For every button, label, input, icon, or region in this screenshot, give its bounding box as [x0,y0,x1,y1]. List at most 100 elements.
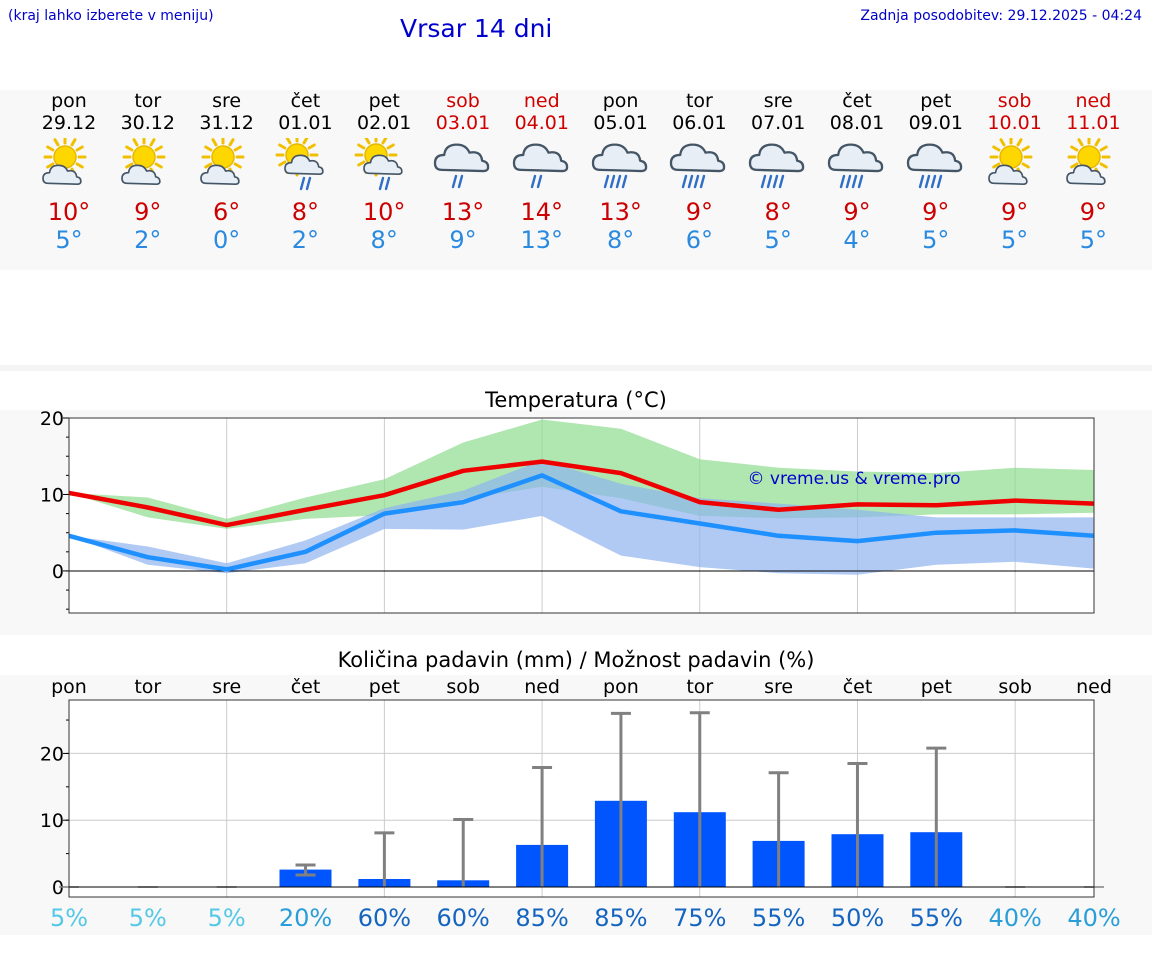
precip-day-label: čet [842,676,873,698]
sun-cloud-rain-icon [354,133,414,194]
min-temp: 9° [449,226,477,254]
page-title: Vrsar 14 dni [400,14,553,43]
max-temp: 9° [685,198,714,226]
min-temp: 2° [134,226,162,254]
cloud-heavy-rain-icon [748,138,808,194]
day-date: 11.01 [1066,112,1121,134]
watermark: © vreme.us & vreme.pro [747,469,960,489]
day-name: pon [51,90,87,112]
y-tick-label: 10 [40,484,64,506]
precip-chance: 5% [207,904,246,932]
day-name: pet [368,90,400,112]
min-temp: 5° [1000,226,1029,254]
min-temp: 8° [606,226,635,254]
min-temp-line [68,473,1095,572]
max-temp: 10° [362,198,406,226]
day-name: pon [602,90,639,112]
separator [0,365,1152,371]
day-date: 03.01 [435,112,491,134]
location-hint: (kraj lahko izberete v meniju) [8,8,214,24]
min-temp: 5° [764,226,792,254]
day-date: 02.01 [356,112,412,134]
y-tick-label: 20 [40,410,64,430]
forecast-band [0,90,1152,270]
precip-day-label: pon [603,676,639,698]
day-name: sre [212,90,242,112]
precip-chance: 50% [830,904,885,932]
sun-cloud-icon [1063,135,1123,194]
max-temp: 14° [520,198,564,226]
plot-frame [68,417,1095,614]
precip-chance: 5% [49,904,89,932]
day-date: 05.01 [593,112,648,134]
plot-frame [68,699,1095,898]
temp-chart-title: Temperatura (°C) [485,388,667,412]
day-date: 09.01 [908,112,963,134]
cloud-heavy-rain-icon [906,138,966,194]
min-temp: 5° [55,226,83,254]
y-tick-label: 0 [52,877,64,899]
precipitation-chart: 0 10 20 [40,699,1104,899]
max-temp: 8° [764,198,792,226]
day-name: sre [763,90,793,112]
y-tick-label: 20 [40,743,64,765]
day-name: ned [1075,90,1112,112]
day-name: sob [446,90,480,112]
precip-day-label: pet [920,676,952,698]
min-temp: 0° [212,226,241,254]
precip-chance: 55% [751,904,806,932]
precip-chance: 85% [515,904,569,932]
precip-day-label: ned [1076,676,1112,698]
cloud-heavy-rain-icon [591,138,651,194]
max-temp: 13° [441,198,485,226]
min-temp: 2° [291,226,320,254]
precip-chance: 85% [594,904,648,932]
day-date: 29.12 [41,112,97,134]
y-tick-label: 0 [52,561,64,583]
cloud-rain-icon [512,138,572,194]
precip-day-label: sre [212,676,242,698]
day-date: 10.01 [987,112,1042,134]
min-temp: 4° [843,226,871,254]
day-name: tor [685,90,713,112]
sun-cloud-rain-icon [275,133,335,194]
min-temp: 13° [520,226,564,254]
precip-chance: 40% [988,904,1042,932]
day-name: tor [134,90,162,112]
y-tick-label: 10 [40,810,64,832]
day-name: sob [997,90,1032,112]
precip-chance: 60% [436,904,490,932]
max-temp: 9° [843,198,871,226]
day-date: 31.12 [199,112,254,134]
precip-day-label: sob [998,676,1032,698]
precip-chance: 5% [128,904,167,932]
precip-day-label: sob [446,676,480,698]
sun-cloud-icon [118,135,178,194]
precip-chart-title: Količina padavin (mm) / Možnost padavin … [337,648,815,672]
precip-chance: 40% [1067,904,1121,932]
cloud-rain-icon [433,138,493,194]
day-date: 04.01 [514,112,569,134]
precip-day-label: pet [368,676,400,698]
min-temp: 5° [1079,226,1108,254]
day-date: 01.01 [278,112,333,134]
min-temp: 5° [922,226,950,254]
precip-day-label: sre [764,676,794,698]
precip-chance: 55% [909,904,963,932]
sun-cloud-icon [197,135,257,194]
day-date: 30.12 [120,112,175,134]
precip-day-label: ned [524,676,560,698]
max-temp: 9° [1079,198,1108,226]
min-temp: 8° [370,226,398,254]
min-temp: 6° [685,226,714,254]
max-temp: 13° [599,198,642,226]
precip-chance: 75% [673,904,727,932]
max-temp: 9° [1000,198,1029,226]
day-date: 07.01 [750,112,806,134]
day-name: čet [842,90,872,112]
max-temp: 10° [47,198,91,226]
day-name: čet [290,90,321,112]
max-temp: 8° [291,198,320,226]
precip-chance: 20% [278,904,333,932]
precip-bar [279,869,332,887]
